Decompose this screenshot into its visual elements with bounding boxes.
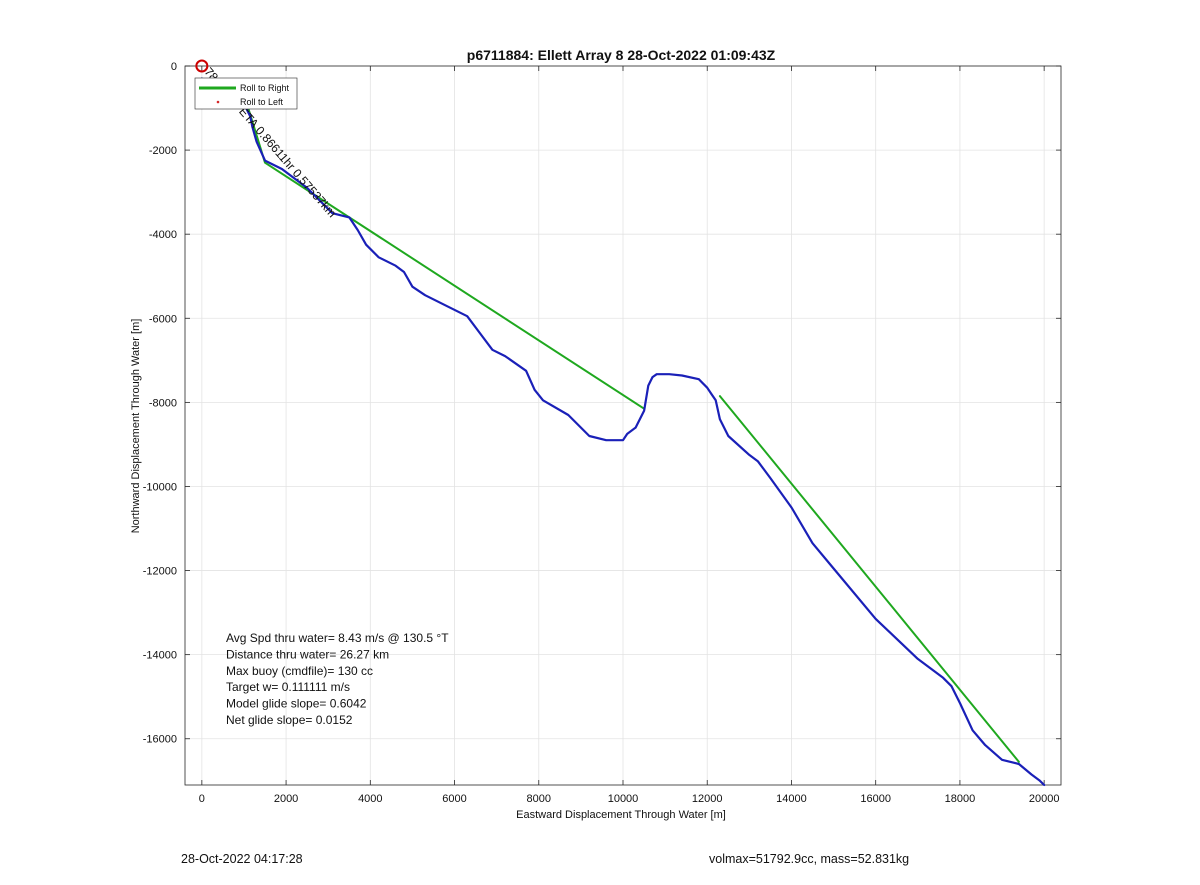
stats-annotation-line: Target w= 0.111111 m/s	[226, 680, 350, 694]
legend-label-roll-left: Roll to Left	[240, 97, 284, 107]
stats-annotation-line: Distance thru water= 26.27 km	[226, 647, 389, 661]
start-marker	[195, 59, 209, 73]
x-tick-label: 16000	[860, 793, 891, 805]
y-axis-label: Northward Displacement Through Water [m]	[130, 319, 142, 534]
x-tick-label: 12000	[692, 793, 723, 805]
series-line-track	[200, 77, 1046, 787]
y-tick-label: -12000	[143, 566, 177, 578]
y-tick-label: -16000	[143, 734, 177, 746]
y-tick-label: -4000	[149, 229, 177, 241]
legend: Roll to Right Roll to Left	[194, 77, 298, 110]
x-tick-label: 2000	[274, 793, 298, 805]
footer-volmax-mass: volmax=51792.9cc, mass=52.831kg	[709, 852, 910, 866]
legend-label-roll-right: Roll to Right	[240, 83, 290, 93]
stats-annotations: Avg Spd thru water= 8.43 m/s @ 130.5 °T D…	[226, 631, 449, 727]
x-tick-label: 10000	[608, 793, 639, 805]
stats-annotation-line: Model glide slope= 0.6042	[226, 697, 367, 711]
y-tick-label: -8000	[149, 397, 177, 409]
x-tick-label: 14000	[776, 793, 807, 805]
y-tick-label: 0	[171, 61, 177, 73]
y-tick-label: -14000	[143, 650, 177, 662]
start-marker-circle	[195, 59, 209, 73]
y-tick-label: -2000	[149, 145, 177, 157]
x-tick-label: 8000	[527, 793, 551, 805]
stats-annotation-line: Max buoy (cmdfile)= 130 cc	[226, 664, 373, 678]
legend-box	[194, 77, 298, 110]
x-axis-label: Eastward Displacement Through Water [m]	[516, 809, 726, 821]
footer-timestamp: 28-Oct-2022 04:17:28	[181, 852, 303, 866]
x-tick-label: 6000	[442, 793, 466, 805]
stats-annotation-line: Avg Spd thru water= 8.43 m/s @ 130.5 °T	[226, 631, 449, 645]
y-tick-label: -6000	[149, 313, 177, 325]
x-tick-label: 18000	[945, 793, 976, 805]
legend-dot-roll-left	[216, 100, 220, 104]
axis-ticks: 0 2000 4000 6000 8000 10000 12000 14000 16000 180…	[143, 61, 1061, 805]
x-tick-label: 4000	[358, 793, 382, 805]
x-tick-label: 20000	[1029, 793, 1060, 805]
chart-title: p6711884: Ellett Array 8 28-Oct-2022 01:…	[467, 47, 776, 63]
stats-annotation-line: Net glide slope= 0.0152	[226, 713, 353, 727]
axes-box	[184, 65, 1062, 786]
y-tick-label: -10000	[143, 481, 177, 493]
x-tick-label: 0	[199, 793, 205, 805]
